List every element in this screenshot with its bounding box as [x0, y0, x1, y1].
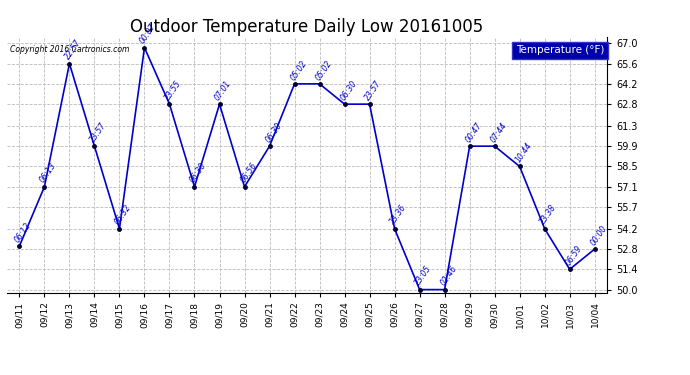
Text: 10:44: 10:44 [513, 141, 533, 164]
Text: 05:02: 05:02 [288, 58, 308, 82]
Text: 06:13: 06:13 [39, 161, 59, 184]
Text: 23:05: 23:05 [413, 264, 433, 287]
Text: 07:44: 07:44 [489, 121, 509, 144]
Text: 06:32: 06:32 [113, 203, 133, 226]
Text: 23:57: 23:57 [364, 79, 384, 102]
Text: 00:00: 00:00 [589, 224, 609, 247]
Title: Outdoor Temperature Daily Low 20161005: Outdoor Temperature Daily Low 20161005 [130, 18, 484, 36]
Text: Copyright 2016 Cartronics.com: Copyright 2016 Cartronics.com [10, 45, 129, 54]
Text: 23:36: 23:36 [388, 203, 408, 226]
Text: 07:01: 07:01 [213, 79, 233, 102]
Text: 00:07: 00:07 [139, 22, 159, 45]
Text: Temperature (°F): Temperature (°F) [516, 45, 604, 55]
Text: 23:55: 23:55 [164, 79, 184, 102]
Text: 06:30: 06:30 [264, 121, 284, 144]
Text: 06:30: 06:30 [188, 161, 208, 184]
Text: 06:59: 06:59 [564, 244, 584, 267]
Text: 06:12: 06:12 [13, 220, 33, 244]
Text: 22:57: 22:57 [63, 38, 83, 62]
Text: 00:47: 00:47 [464, 121, 484, 144]
Text: 06:30: 06:30 [339, 79, 359, 102]
Text: 23:57: 23:57 [88, 121, 108, 144]
Text: 06:56: 06:56 [239, 161, 259, 184]
Text: 05:02: 05:02 [313, 58, 333, 82]
Text: 23:38: 23:38 [539, 203, 559, 226]
Text: 02:46: 02:46 [439, 264, 459, 287]
